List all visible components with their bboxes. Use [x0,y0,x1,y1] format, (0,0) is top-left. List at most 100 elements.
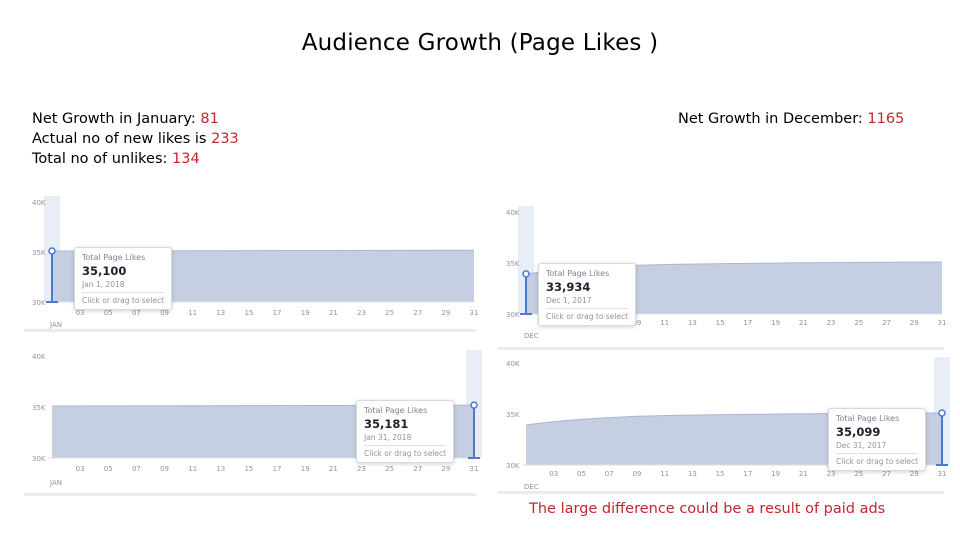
tooltip-value: 35,099 [836,425,881,439]
tooltip-label: Total Page Likes [546,269,610,278]
x-tick-label: 11 [188,465,197,473]
x-tick-label: 27 [413,309,422,317]
jan-new-likes-label: Actual no of new likes is [32,131,212,147]
tooltip-value: 35,181 [364,417,409,431]
x-tick-label: 09 [632,470,641,478]
tooltip-label: Total Page Likes [82,253,146,262]
jan-net-growth-label: Net Growth in January: [32,111,201,127]
tooltip-date: Dec 1, 2017 [546,296,629,309]
x-tick-label: 19 [301,465,310,473]
x-tick-label: 13 [216,309,225,317]
dec-net-growth-value: 1165 [867,111,905,127]
x-tick-label: 31 [470,309,479,317]
x-tick-label: 25 [854,470,863,478]
y-tick-label: 30K [32,299,46,307]
x-tick-label: 25 [385,465,394,473]
x-tick-label: 05 [104,309,113,317]
x-tick-label: 19 [771,470,780,478]
x-tick-label: 23 [357,465,366,473]
y-tick-label: 40K [32,199,46,207]
y-tick-label: 30K [506,311,520,319]
dec-net-growth-label: Net Growth in December: [678,111,868,127]
chart-divider [498,347,944,350]
x-tick-label: 15 [716,319,725,327]
dec-net-growth: Net Growth in December: 1165 [678,109,904,129]
x-tick-label: 31 [938,319,947,327]
jan-unlikes-label: Total no of unlikes: [32,151,173,167]
x-tick-label: 17 [743,470,752,478]
tooltip-date: Jan 31, 2018 [364,433,447,446]
y-tick-label: 35K [506,411,520,419]
y-tick-label: 35K [32,404,46,412]
x-tick-label: 25 [854,319,863,327]
page-title: Audience Growth (Page Likes ) [301,30,659,56]
x-tick-label: 03 [76,465,85,473]
tooltip-value: 35,100 [82,264,127,278]
selected-point[interactable] [470,401,478,409]
month-label: DEC [524,332,539,340]
chart-jan-start: 40K 35K 30K 03 05 07 09 11 13 15 17 19 21 23 25 27 29 31 J… [24,192,479,332]
x-tick-label: 19 [301,309,310,317]
x-tick-label: 23 [827,470,836,478]
x-tick-label: 03 [549,470,558,478]
x-tick-label: 21 [799,319,808,327]
tooltip: Total Page Likes 35,099 Dec 31, 2017 Click … [828,408,927,471]
x-tick-label: 13 [688,470,697,478]
selected-point[interactable] [938,409,946,417]
tooltip: Total Page Likes 35,181 Jan 31, 2018 Click … [356,400,455,463]
x-tick-label: 27 [882,470,891,478]
tooltip: Total Page Likes 33,934 Dec 1, 2017 Click o… [538,263,637,326]
x-tick-label: 15 [244,309,253,317]
y-tick-label: 30K [32,455,46,463]
jan-net-growth-value: 81 [200,111,219,127]
tooltip-label: Total Page Likes [836,414,900,423]
chart-dec-end: 40K 35K 30K 03 05 07 09 11 13 15 17 19 21 23 25 27 29 31 D… [498,357,950,494]
jan-new-likes: Actual no of new likes is 233 [32,129,239,149]
chart-divider [24,329,476,332]
y-tick-label: 35K [506,260,520,268]
x-tick-label: 17 [743,319,752,327]
x-tick-label: 09 [160,309,169,317]
month-label: DEC [524,483,539,491]
footnote: The large difference could be a result o… [529,501,886,517]
x-tick-label: 29 [910,319,919,327]
tooltip-hint: Click or drag to select [82,296,165,305]
x-tick-label: 25 [385,309,394,317]
area-series-line [525,412,943,426]
x-tick-label: 29 [441,465,450,473]
x-tick-label: 17 [273,465,282,473]
x-tick-label: 29 [441,309,450,317]
selected-point[interactable] [48,247,56,255]
tooltip: Total Page Likes 35,100 Jan 1, 2018 Click o… [74,247,173,310]
x-tick-label: 11 [188,309,197,317]
tooltip-hint: Click or drag to select [836,457,919,466]
x-tick-label: 13 [688,319,697,327]
jan-unlikes-value: 134 [172,151,200,167]
x-tick-label: 19 [771,319,780,327]
y-tick-label: 40K [506,209,520,217]
x-tick-label: 07 [132,309,141,317]
x-tick-label: 09 [160,465,169,473]
x-tick-label: 21 [799,470,808,478]
x-tick-label: 13 [216,465,225,473]
month-label: JAN [49,321,62,329]
x-tick-label: 03 [76,309,85,317]
x-tick-label: 31 [938,470,947,478]
x-tick-label: 21 [329,465,338,473]
jan-new-likes-value: 233 [211,131,239,147]
x-tick-label: 29 [910,470,919,478]
y-tick-label: 40K [32,353,46,361]
x-tick-label: 27 [413,465,422,473]
x-tick-label: 23 [827,319,836,327]
jan-unlikes: Total no of unlikes: 134 [32,149,239,169]
x-tick-label: 15 [716,470,725,478]
y-tick-label: 30K [506,462,520,470]
tooltip-hint: Click or drag to select [546,312,629,321]
tooltip-value: 33,934 [546,280,591,294]
x-tick-label: 17 [273,309,282,317]
y-tick-label: 40K [506,360,520,368]
chart-divider [24,493,476,496]
selected-point[interactable] [522,270,530,278]
x-tick-label: 11 [660,319,669,327]
x-tick-label: 05 [104,465,113,473]
